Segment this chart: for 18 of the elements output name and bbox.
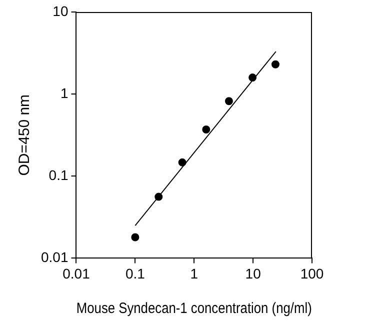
y-tick-label: 1 [60,84,68,101]
y-tick-label: 10 [52,2,68,19]
x-tick-label: 1 [190,265,198,282]
x-axis-title: Mouse Syndecan-1 concentration (ng/ml) [76,299,312,316]
y-tick-label: 0.01 [41,249,68,266]
point [224,97,233,106]
x-tick-label: 0.01 [62,265,90,282]
point [248,74,257,82]
point [131,233,140,242]
x-tick-label: 10 [245,265,262,282]
x-tick-label: 0.1 [125,265,146,282]
point [202,126,210,134]
point [178,158,186,166]
point [271,60,280,68]
x-tick-label: 100 [300,265,324,282]
y-axis-title: OD=450 nm [16,94,34,176]
point [154,192,163,201]
y-tick-label: 0.1 [48,166,68,183]
